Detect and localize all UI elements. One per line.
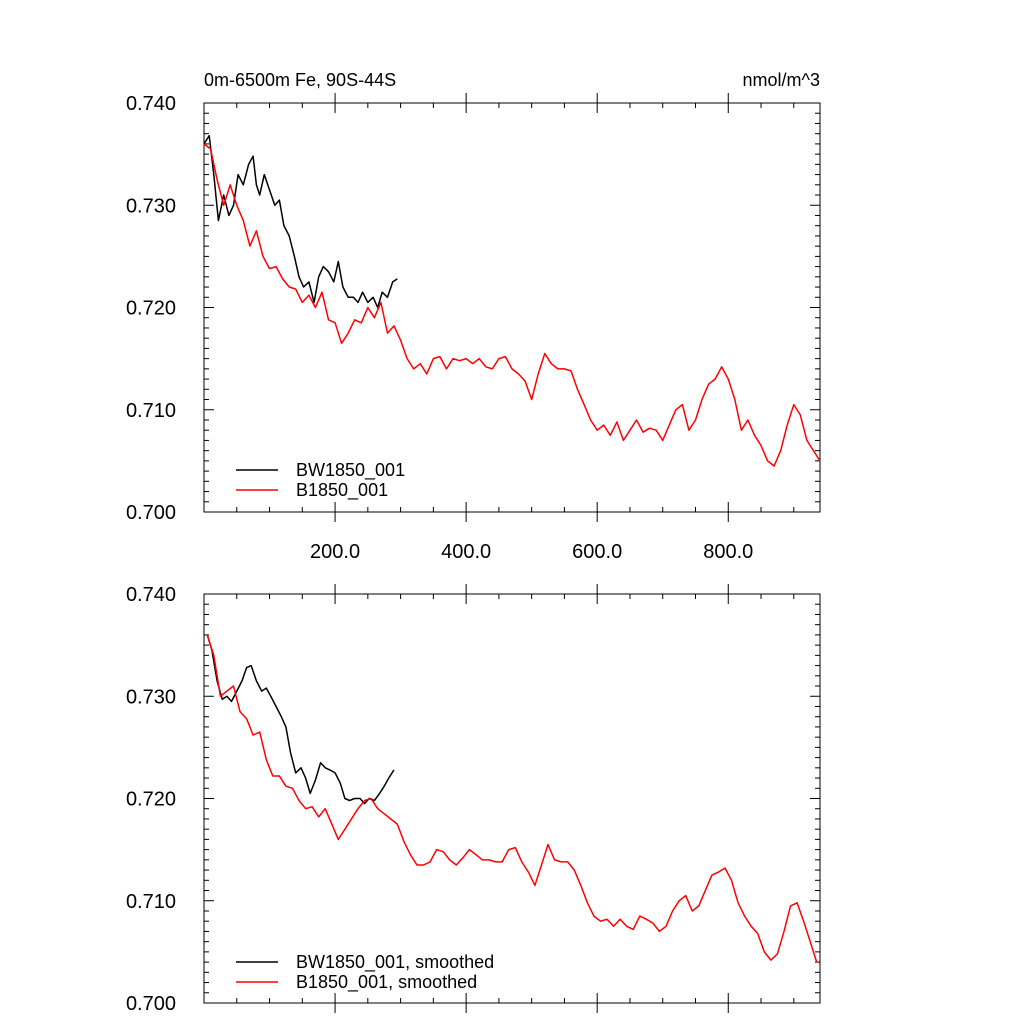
y-tick-label: 0.700 bbox=[126, 993, 176, 1015]
legend-label: B1850_001 bbox=[296, 480, 388, 501]
x-tick-label: 800.0 bbox=[703, 541, 753, 563]
series-line-b bbox=[206, 634, 818, 963]
legend-label: BW1850_001, smoothed bbox=[296, 952, 494, 973]
top-panel: 0.740 0.730 0.720 0.710 0.700 200.0 400.0 600.0… bbox=[126, 93, 821, 563]
plot-frame bbox=[203, 593, 821, 1004]
series-line-bw bbox=[206, 634, 395, 805]
y-tick-label: 0.730 bbox=[126, 686, 176, 708]
legend-label: B1850_001, smoothed bbox=[296, 972, 477, 993]
y-tick-label: 0.710 bbox=[126, 400, 176, 422]
y-tick-label: 0.710 bbox=[126, 891, 176, 913]
y-tick-label: 0.720 bbox=[126, 789, 176, 811]
series-line-b bbox=[203, 143, 821, 467]
y-tick-label: 0.740 bbox=[126, 93, 176, 115]
y-tick-label: 0.720 bbox=[126, 298, 176, 320]
x-tick-label: 400.0 bbox=[441, 541, 491, 563]
x-tick-label: 200.0 bbox=[310, 541, 360, 563]
y-tick-label: 0.740 bbox=[126, 584, 176, 606]
units-label: nmol/m^3 bbox=[743, 70, 820, 90]
y-tick-label: 0.730 bbox=[126, 195, 176, 217]
legend-label: BW1850_001 bbox=[296, 460, 405, 481]
bottom-panel: 0.740 0.730 0.720 0.710 0.700 BW1850_001, smo… bbox=[126, 584, 821, 1015]
x-tick-label: 600.0 bbox=[572, 541, 622, 563]
plot-frame bbox=[203, 102, 821, 513]
chart-title: 0m-6500m Fe, 90S-44S bbox=[204, 70, 396, 90]
series-line-bw bbox=[203, 134, 398, 309]
y-tick-label: 0.700 bbox=[126, 502, 176, 524]
